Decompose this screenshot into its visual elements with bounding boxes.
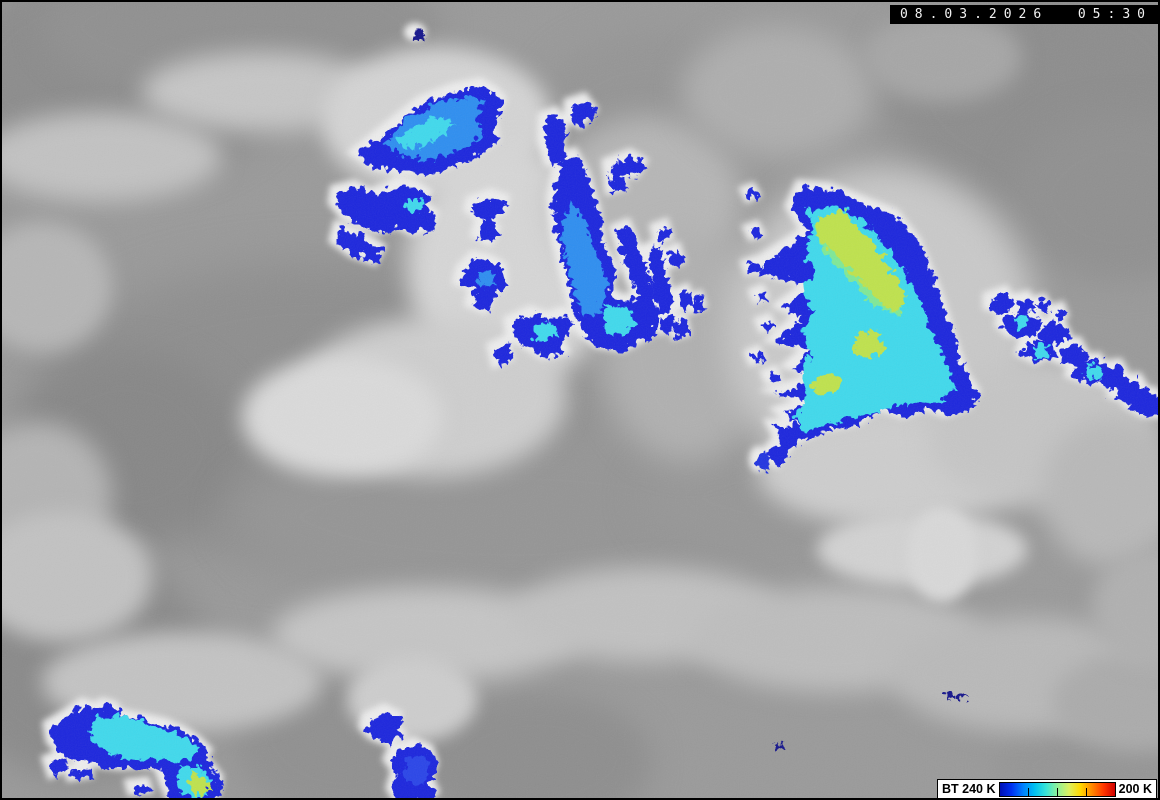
colorbar-gradient (998, 781, 1116, 797)
timestamp-overlay: 08.03.2026 05:30 (889, 5, 1158, 24)
timestamp-text: 08.03.2026 05:30 (899, 7, 1152, 22)
colorbar-tick (1028, 787, 1030, 796)
colorbar-tick (1057, 787, 1059, 796)
legend-max-label: 200 K (1118, 782, 1152, 796)
legend-min-label: BT 240 K (942, 782, 996, 796)
colorbar-legend: BT 240 K 200 K (937, 779, 1157, 798)
colorbar-tick (1085, 787, 1087, 796)
